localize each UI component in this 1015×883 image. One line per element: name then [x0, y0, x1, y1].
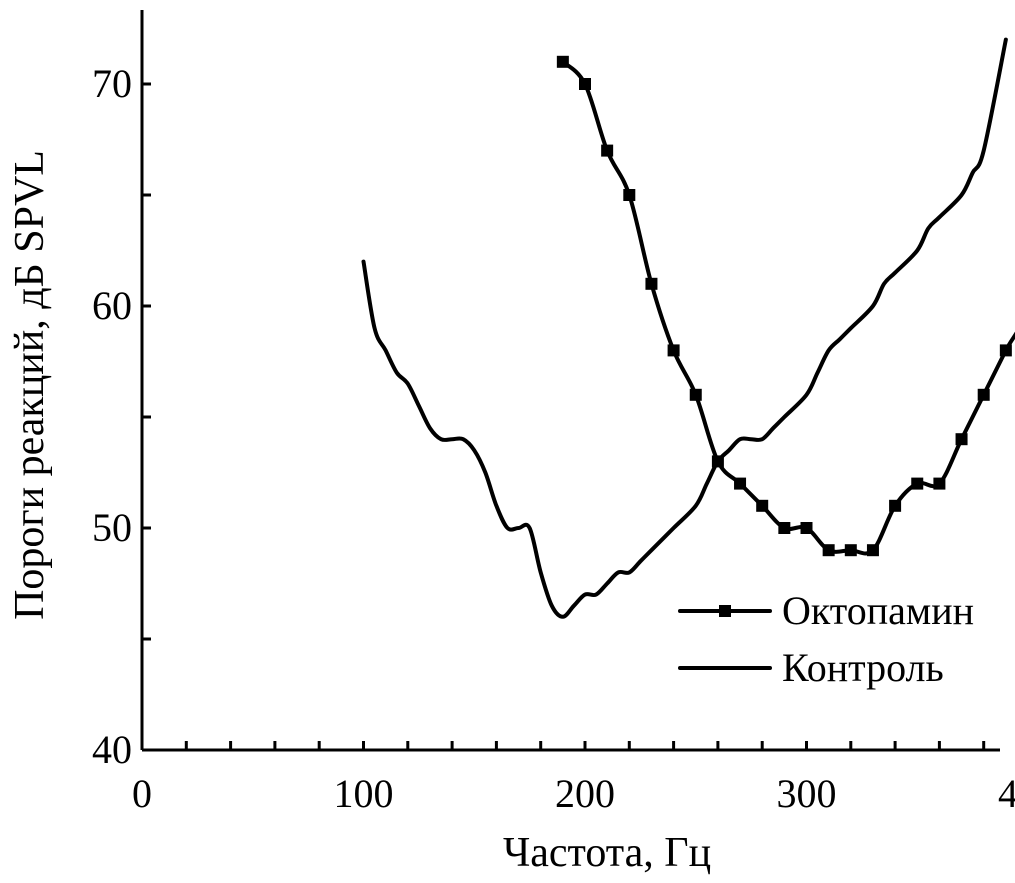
x-tick-label: 400: [998, 771, 1015, 816]
x-axis-title: Частота, Гц: [503, 830, 711, 876]
y-tick-label: 50: [92, 505, 132, 550]
data-point-oktopamin: [756, 499, 769, 512]
y-tick-label: 60: [92, 283, 132, 328]
data-point-oktopamin: [645, 277, 658, 290]
legend: Октопамин Контроль: [678, 588, 974, 690]
legend-label-kontrol: Контроль: [782, 645, 944, 690]
y-axis-title: Пороги реакций, дБ SPVL: [7, 150, 53, 620]
y-tick-label: 40: [92, 727, 132, 772]
axes: [140, 10, 1000, 752]
legend-marker-oktopamin: [719, 605, 731, 617]
data-point-oktopamin: [800, 522, 813, 534]
legend-label-oktopamin: Октопамин: [782, 588, 974, 633]
data-point-oktopamin: [667, 344, 680, 357]
data-point-oktopamin: [955, 433, 968, 446]
y-ticks: 40 50 60 70: [92, 61, 151, 772]
data-point-oktopamin: [999, 344, 1012, 357]
data-point-oktopamin: [601, 144, 614, 157]
data-point-oktopamin: [933, 477, 946, 490]
x-ticks: 0 100 200 300 400: [132, 741, 1015, 816]
data-point-oktopamin: [889, 499, 902, 512]
x-tick-label: 300: [777, 771, 837, 816]
data-point-oktopamin: [579, 78, 591, 90]
x-tick-label: 200: [555, 771, 615, 816]
data-point-oktopamin: [556, 55, 569, 68]
x-tick-label: 0: [132, 771, 152, 816]
data-point-oktopamin: [734, 477, 747, 490]
data-point-oktopamin: [623, 189, 636, 201]
series-layer: [361, 37, 1015, 619]
data-point-oktopamin: [977, 388, 990, 401]
data-point-oktopamin: [822, 544, 835, 557]
series-line-kontrol: [361, 37, 1008, 619]
data-point-oktopamin: [866, 544, 879, 557]
x-tick-label: 100: [334, 771, 394, 816]
y-tick-label: 70: [92, 61, 132, 106]
data-point-oktopamin: [778, 522, 791, 534]
data-point-oktopamin: [911, 477, 924, 490]
data-point-oktopamin: [844, 544, 857, 557]
data-point-oktopamin: [689, 388, 702, 401]
series-line-oktopamin: [560, 59, 1015, 556]
